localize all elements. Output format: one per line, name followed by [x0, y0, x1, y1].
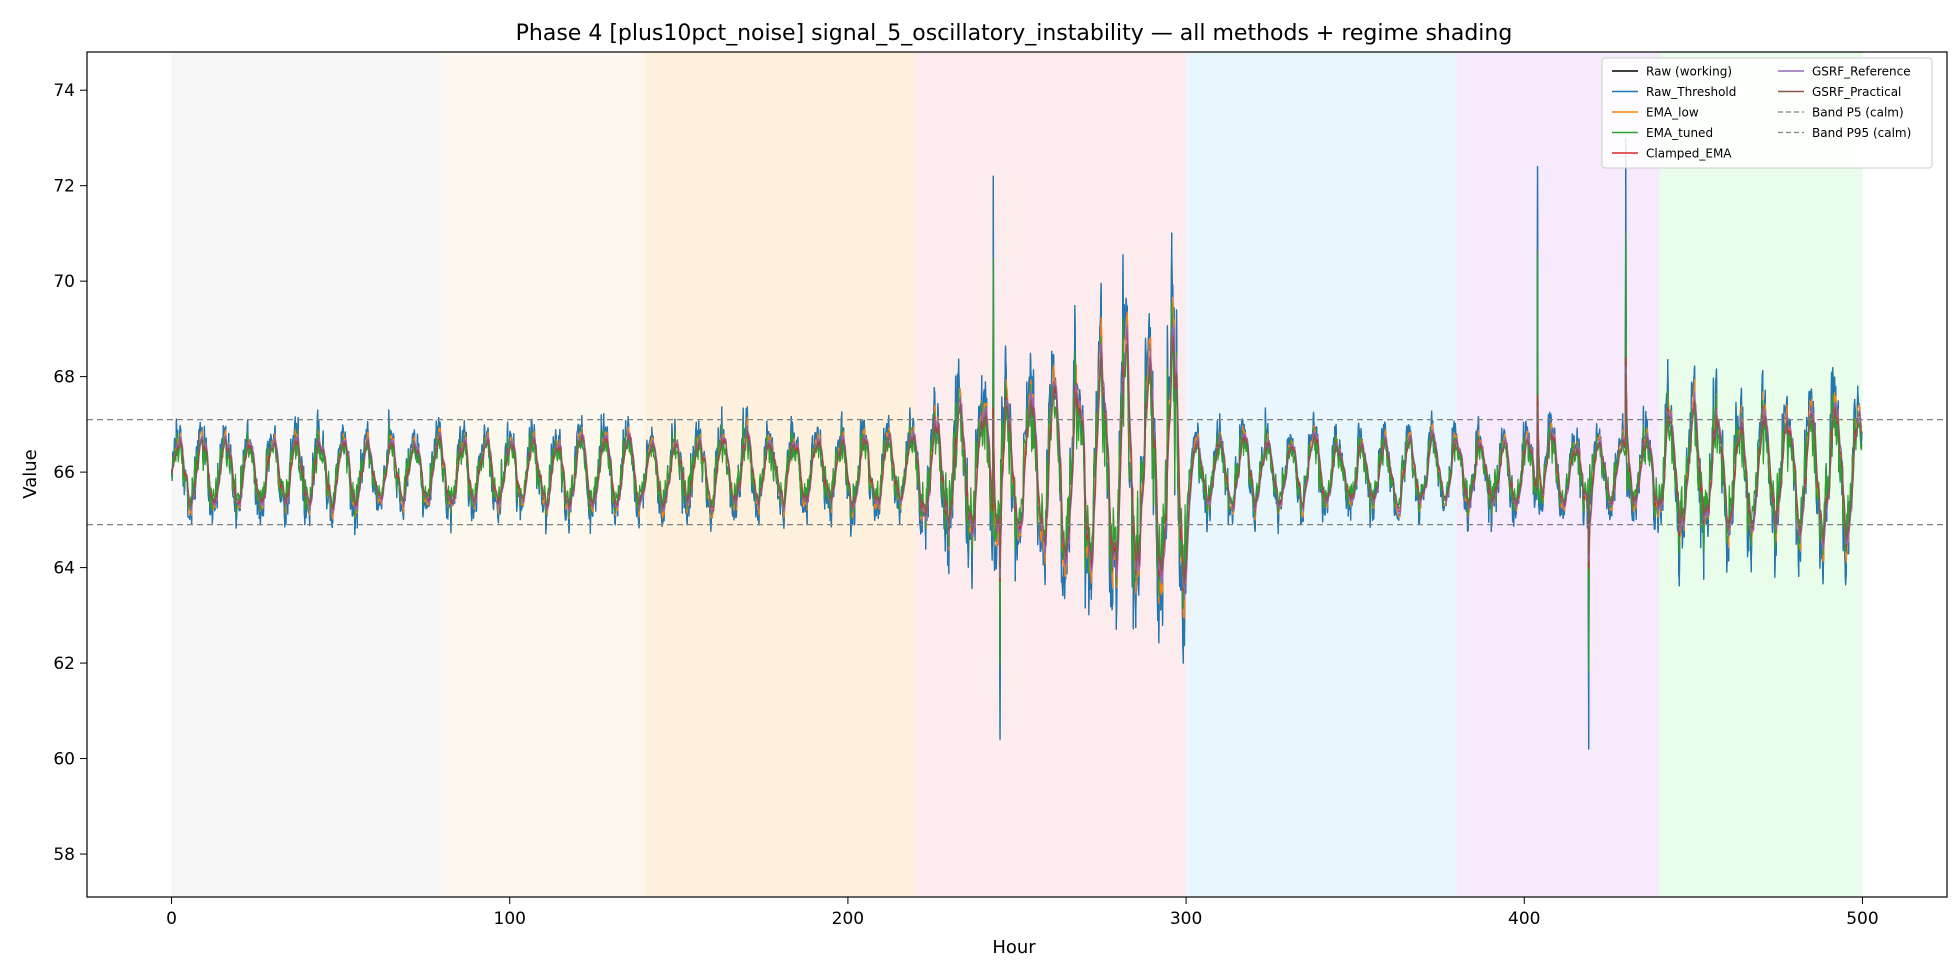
- series-line-gsrf-practical: [171, 338, 1863, 586]
- x-axis-label: Hour: [992, 937, 1036, 958]
- x-axis-ticks: 0 100 200 300 400 500: [166, 897, 1879, 929]
- y-tick-label: 72: [53, 177, 75, 197]
- legend-label: GSRF_Reference: [1812, 65, 1911, 79]
- y-tick-label: 60: [53, 750, 75, 770]
- x-tick-label: 400: [1508, 909, 1540, 929]
- regime-band-3: [645, 52, 916, 897]
- chart-title: Phase 4 [plus10pct_noise] signal_5_oscil…: [516, 21, 1513, 46]
- y-tick-label: 58: [53, 845, 75, 865]
- x-tick-label: 0: [166, 909, 177, 929]
- legend: Raw (working) Raw_Threshold EMA_low EMA_tun…: [1601, 57, 1933, 169]
- regime-band-1: [171, 52, 443, 897]
- y-axis-ticks: 58 60 62 64 66 68 70 72 74: [53, 81, 87, 865]
- series-layer: [170, 137, 1863, 750]
- regime-band-7: [1659, 52, 1863, 897]
- legend-label: Band P5 (calm): [1812, 106, 1904, 120]
- x-tick-label: 300: [1170, 909, 1202, 929]
- legend-box: [1601, 57, 1933, 169]
- legend-label: Clamped_EMA: [1646, 147, 1732, 161]
- legend-label: Band P95 (calm): [1812, 126, 1911, 140]
- legend-label: EMA_low: [1646, 106, 1699, 120]
- x-tick-label: 500: [1846, 909, 1878, 929]
- regime-shading: [171, 52, 1863, 897]
- y-tick-label: 68: [53, 368, 75, 388]
- legend-label: EMA_tuned: [1646, 126, 1713, 140]
- x-tick-label: 200: [832, 909, 864, 929]
- y-tick-label: 64: [53, 559, 75, 579]
- regime-band-2: [442, 52, 645, 897]
- y-tick-label: 66: [53, 463, 75, 483]
- y-tick-label: 74: [53, 81, 75, 101]
- band-lines: [87, 418, 1947, 526]
- regime-band-4: [915, 52, 1187, 897]
- legend-label: Raw (working): [1646, 65, 1732, 79]
- x-tick-label: 100: [494, 909, 526, 929]
- y-axis-label: Value: [20, 449, 41, 498]
- y-tick-label: 70: [53, 272, 75, 292]
- legend-label: Raw_Threshold: [1646, 85, 1736, 99]
- plot-frame: [86, 51, 1948, 898]
- y-tick-label: 62: [53, 654, 75, 674]
- legend-label: GSRF_Practical: [1812, 85, 1901, 99]
